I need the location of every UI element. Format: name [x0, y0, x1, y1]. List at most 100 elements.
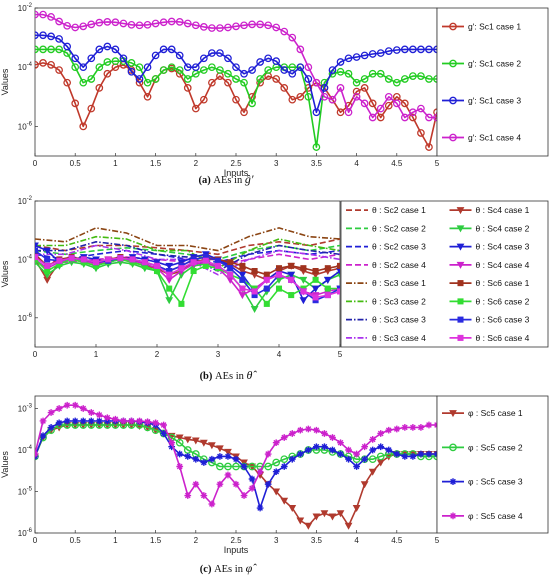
data-point	[328, 513, 337, 521]
panel-a: 0 0.5 1 1.5 2 2.5 3 3.5 4 4.5 5 10-6 10-4 10-2 Inputs V…	[0, 3, 549, 186]
data-point	[160, 421, 167, 429]
data-point	[151, 51, 160, 60]
data-point	[377, 443, 385, 451]
plot-area	[34, 200, 341, 348]
x-tick-label: 0	[33, 159, 38, 168]
data-point	[256, 20, 264, 29]
legend-entry: g': Sc1 case 3	[468, 96, 521, 106]
data-point	[35, 242, 39, 250]
data-point	[296, 92, 305, 101]
data-point	[183, 19, 192, 28]
y-tick-label: 10-2	[18, 196, 33, 206]
data-point	[55, 17, 63, 26]
caption-math: θ̂	[247, 368, 258, 382]
data-point	[183, 75, 192, 83]
data-point	[336, 262, 340, 269]
data-point	[320, 84, 329, 92]
x-tick-label: 5	[338, 350, 343, 359]
data-point	[288, 262, 295, 269]
data-point	[300, 288, 307, 295]
data-point	[143, 92, 152, 101]
y-axis-label: Values	[0, 451, 10, 478]
data-point	[368, 468, 377, 476]
data-point	[63, 401, 71, 409]
legend-entry: θ : Sc2 case 4	[372, 260, 426, 270]
data-point	[251, 267, 258, 275]
data-point	[95, 45, 104, 54]
data-point	[47, 32, 55, 41]
x-tick-label: 4.5	[391, 536, 403, 545]
data-point	[393, 425, 401, 433]
data-point	[376, 452, 385, 461]
data-point	[384, 101, 393, 110]
x-tick-label: 3	[274, 536, 279, 545]
data-point	[299, 297, 308, 305]
legend-box	[340, 200, 549, 348]
data-point	[153, 259, 161, 267]
legend-box	[436, 7, 549, 157]
data-point	[304, 92, 313, 101]
data-point	[216, 453, 224, 460]
x-tick-label: 1	[113, 536, 118, 545]
data-point	[56, 257, 63, 264]
data-point	[190, 259, 197, 266]
data-point	[425, 113, 433, 122]
data-point	[176, 463, 184, 470]
legend-entry: θ : Sc6 case 3	[476, 315, 530, 325]
data-point	[239, 276, 246, 283]
data-point	[175, 438, 184, 447]
data-point	[232, 75, 240, 83]
data-point	[288, 69, 297, 78]
legend-marker	[456, 225, 465, 233]
data-point	[344, 54, 353, 63]
legend-marker	[449, 59, 457, 68]
data-point	[272, 468, 280, 476]
series-line	[35, 241, 340, 272]
data-point	[336, 268, 340, 276]
data-point	[409, 108, 417, 117]
data-point	[232, 95, 240, 104]
data-point	[324, 265, 331, 272]
data-point	[184, 453, 192, 460]
y-tick-label: 10-6	[18, 528, 33, 538]
data-point	[183, 63, 192, 72]
x-tick-label: 4.5	[391, 159, 403, 168]
data-point	[119, 54, 128, 63]
data-point	[280, 66, 289, 74]
data-point	[39, 59, 47, 67]
data-point	[264, 480, 272, 488]
data-point	[264, 462, 273, 471]
data-point	[275, 265, 283, 272]
data-point	[336, 84, 345, 92]
data-point	[280, 463, 288, 470]
data-point	[71, 63, 80, 72]
data-point	[417, 129, 425, 137]
legend-marker	[457, 334, 464, 341]
legend-entry: θ : Sc3 case 3	[372, 315, 426, 325]
data-point	[312, 267, 319, 275]
data-point	[216, 445, 224, 453]
data-point	[167, 17, 176, 26]
data-point	[232, 480, 240, 488]
legend-entry: θ : Sc6 case 1	[476, 278, 530, 288]
data-point	[352, 505, 361, 513]
data-point	[409, 453, 417, 460]
legend-entry: θ : Sc2 case 3	[372, 242, 426, 252]
data-point	[324, 292, 331, 299]
x-tick-label: 3	[274, 159, 279, 168]
data-point	[311, 285, 320, 293]
caption-tag: (c)	[200, 564, 214, 575]
data-point	[167, 45, 176, 54]
data-point	[232, 462, 240, 471]
data-point	[178, 265, 185, 272]
legend-marker	[449, 410, 457, 418]
data-point	[376, 69, 385, 78]
data-point	[337, 450, 344, 458]
legend-entry: θ : Sc3 case 4	[372, 333, 426, 343]
data-point	[384, 47, 393, 55]
data-point	[288, 276, 295, 283]
data-point	[385, 446, 393, 454]
data-point	[336, 108, 345, 117]
data-point	[166, 285, 173, 292]
data-point	[238, 271, 247, 279]
